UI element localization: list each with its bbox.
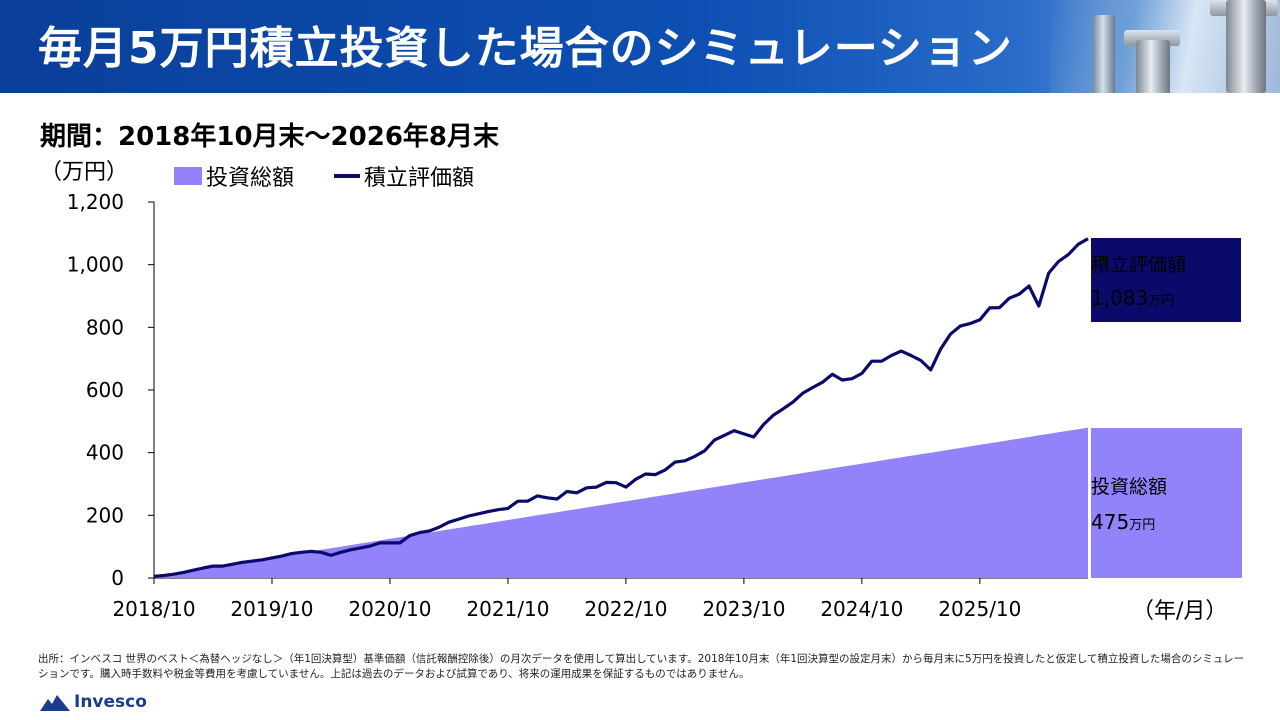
logo-wordmark: Invesco — [74, 692, 147, 712]
legend-line-value — [334, 174, 361, 178]
invest-callout-box: 投資総額 475万円 — [1091, 428, 1242, 578]
legend-label-value: 積立評価額 — [364, 166, 475, 191]
chart-legend: 投資総額 積立評価額 — [174, 160, 474, 192]
value-callout-label: 積立評価額 — [1091, 254, 1187, 276]
value-callout-unit: 万円 — [1148, 294, 1175, 309]
y-tick-label: 1,000 — [67, 253, 124, 277]
x-tick-label: 2024/10 — [820, 597, 903, 621]
mountain-logo-icon — [40, 695, 70, 711]
title-banner: 毎月5万円積立投資した場合のシミュレーション — [0, 0, 1280, 93]
pillar-graphic — [1093, 15, 1115, 93]
y-tick-label: 600 — [86, 378, 124, 402]
invest-callout-unit: 万円 — [1129, 518, 1156, 533]
period-label: 期間：2018年10月末～2026年8月末 — [40, 122, 499, 152]
x-unit-label: （年/月） — [1132, 599, 1228, 624]
invest-callout-amount: 475 — [1091, 510, 1130, 534]
x-tick-label: 2021/10 — [466, 597, 549, 621]
legend-swatch-invest — [174, 167, 202, 185]
x-tick-label: 2022/10 — [584, 597, 667, 621]
x-tick-label: 2025/10 — [938, 597, 1021, 621]
y-axis: 0 200 400 600 800 1,000 1,200 — [67, 190, 155, 590]
x-tick-label: 2019/10 — [230, 597, 313, 621]
x-tick-label: 2018/10 — [112, 597, 195, 621]
invest-area — [154, 427, 1088, 578]
value-callout-amount: 1,083 — [1091, 286, 1149, 310]
y-tick-label: 200 — [86, 503, 124, 527]
y-tick-label: 0 — [111, 566, 124, 590]
x-axis: 2018/10 2019/10 2020/10 2021/10 2022/10 2023/… — [112, 577, 1088, 621]
y-unit-label: （万円） — [40, 160, 129, 185]
source-note: 出所：インベスコ 世界のベスト＜為替ヘッジなし＞（年1回決算型）基準価額（信託報… — [38, 653, 1245, 680]
x-tick-label: 2020/10 — [348, 597, 431, 621]
value-line — [153, 237, 1089, 578]
page-title: 毎月5万円積立投資した場合のシミュレーション — [38, 23, 1013, 74]
y-tick-label: 800 — [86, 315, 124, 339]
y-tick-label: 1,200 — [67, 190, 124, 214]
value-callout-number: 1,083万円 — [1091, 286, 1241, 310]
y-tick-label: 400 — [86, 441, 124, 465]
pillar-graphic — [1136, 40, 1170, 93]
invesco-logo: Invesco — [40, 692, 147, 712]
invest-callout-number: 475万円 — [1091, 510, 1242, 534]
plot-area — [153, 237, 1089, 578]
legend-label-invest: 投資総額 — [206, 166, 295, 191]
value-callout-box: 積立評価額 1,083万円 — [1091, 238, 1241, 322]
pillar-graphic — [1226, 0, 1266, 93]
invest-callout-label: 投資総額 — [1091, 476, 1168, 498]
x-tick-label: 2023/10 — [702, 597, 785, 621]
